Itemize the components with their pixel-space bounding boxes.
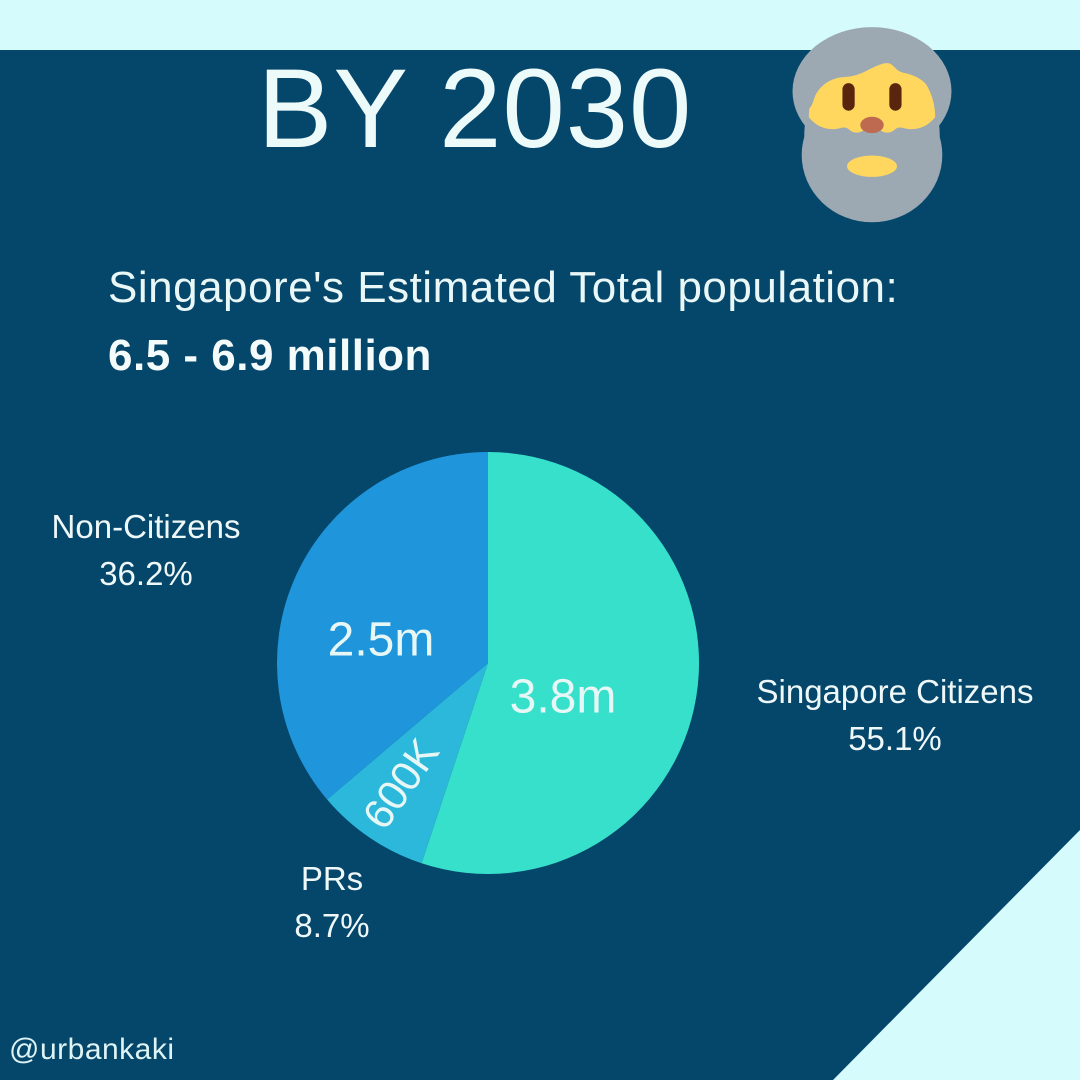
label-noncitizens-pct: 36.2%	[99, 555, 193, 592]
slice-value-citizens: 3.8m	[509, 670, 617, 724]
pie-slice-singapore-citizens	[421, 452, 699, 874]
label-citizens-pct: 55.1%	[848, 720, 942, 757]
pie-chart	[277, 452, 699, 874]
subtitle-text: Singapore's Estimated Total population:	[108, 263, 899, 312]
label-prs: PRs 8.7%	[294, 855, 369, 949]
pie-slice-non-citizens	[277, 452, 488, 800]
pie-slice-prs	[327, 663, 488, 864]
label-noncitizens: Non-Citizens 36.2%	[52, 503, 241, 597]
page-title: BY 2030	[257, 46, 693, 171]
label-citizens-name: Singapore Citizens	[756, 673, 1034, 710]
label-noncitizens-name: Non-Citizens	[51, 508, 241, 545]
credit-handle: @urbankaki	[9, 1033, 175, 1066]
man-beard-emoji-icon	[792, 27, 952, 223]
label-citizens: Singapore Citizens 55.1%	[757, 668, 1034, 762]
slice-value-noncitizens: 2.5m	[327, 613, 435, 667]
label-prs-pct: 8.7%	[294, 907, 370, 944]
population-range-text: 6.5 - 6.9 million	[108, 331, 432, 380]
label-prs-name: PRs	[300, 860, 364, 897]
